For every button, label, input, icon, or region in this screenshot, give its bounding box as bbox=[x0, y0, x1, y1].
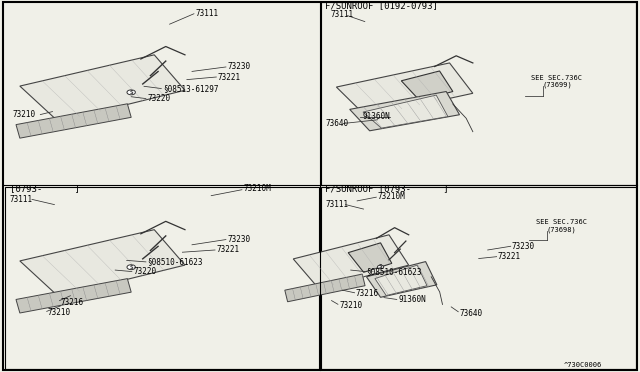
Polygon shape bbox=[20, 55, 185, 122]
Polygon shape bbox=[363, 95, 448, 128]
Text: S: S bbox=[379, 264, 382, 269]
Text: S: S bbox=[129, 264, 133, 270]
Text: (73699): (73699) bbox=[543, 82, 572, 89]
Text: §08513-61297: §08513-61297 bbox=[163, 84, 219, 93]
Polygon shape bbox=[348, 243, 392, 272]
Text: 73640: 73640 bbox=[460, 309, 483, 318]
Polygon shape bbox=[367, 262, 437, 297]
Text: 73216: 73216 bbox=[356, 289, 379, 298]
Polygon shape bbox=[285, 274, 365, 302]
Text: 73221: 73221 bbox=[216, 246, 239, 254]
Text: 73111: 73111 bbox=[10, 195, 33, 204]
Text: 91360N: 91360N bbox=[398, 295, 426, 304]
Circle shape bbox=[127, 90, 136, 95]
Polygon shape bbox=[337, 63, 473, 116]
Text: §08510-61623: §08510-61623 bbox=[366, 267, 422, 276]
Polygon shape bbox=[349, 92, 460, 131]
Polygon shape bbox=[20, 230, 185, 296]
Polygon shape bbox=[293, 235, 409, 288]
Text: 73230: 73230 bbox=[512, 242, 535, 251]
Text: 73210M: 73210M bbox=[378, 192, 405, 201]
Text: 73220: 73220 bbox=[133, 267, 156, 276]
Text: (73698): (73698) bbox=[547, 226, 576, 233]
Text: SEE SEC.736C: SEE SEC.736C bbox=[536, 219, 588, 225]
Polygon shape bbox=[16, 104, 131, 138]
Text: 73111: 73111 bbox=[330, 10, 353, 19]
Polygon shape bbox=[16, 279, 131, 313]
Text: ^730C0006: ^730C0006 bbox=[563, 362, 602, 368]
Text: 73210: 73210 bbox=[48, 308, 71, 317]
Text: 73210: 73210 bbox=[13, 110, 36, 119]
Text: 73111: 73111 bbox=[325, 200, 348, 209]
Text: 73640: 73640 bbox=[325, 119, 348, 128]
Polygon shape bbox=[375, 265, 427, 295]
Text: 73230: 73230 bbox=[227, 235, 250, 244]
Text: S: S bbox=[129, 90, 133, 95]
Text: [0793-      ]: [0793- ] bbox=[10, 185, 79, 193]
Text: 73221: 73221 bbox=[218, 73, 241, 81]
Text: SEE SEC.736C: SEE SEC.736C bbox=[531, 75, 582, 81]
Polygon shape bbox=[401, 71, 453, 100]
Text: 73210M: 73210M bbox=[243, 185, 271, 193]
Text: F/SUNROOF [0192-0793]: F/SUNROOF [0192-0793] bbox=[325, 1, 438, 10]
Circle shape bbox=[378, 265, 383, 269]
Text: 73230: 73230 bbox=[227, 62, 250, 71]
Text: 73221: 73221 bbox=[498, 252, 521, 261]
Text: 73220: 73220 bbox=[147, 94, 170, 103]
Circle shape bbox=[127, 265, 136, 270]
Text: §08510-61623: §08510-61623 bbox=[147, 257, 203, 266]
Text: 73216: 73216 bbox=[61, 298, 84, 307]
Text: F/SUNROOF [0793-      ]: F/SUNROOF [0793- ] bbox=[325, 185, 449, 193]
Text: 73111: 73111 bbox=[195, 9, 218, 17]
Text: 91360N: 91360N bbox=[362, 112, 390, 121]
Text: 73210: 73210 bbox=[339, 301, 362, 310]
